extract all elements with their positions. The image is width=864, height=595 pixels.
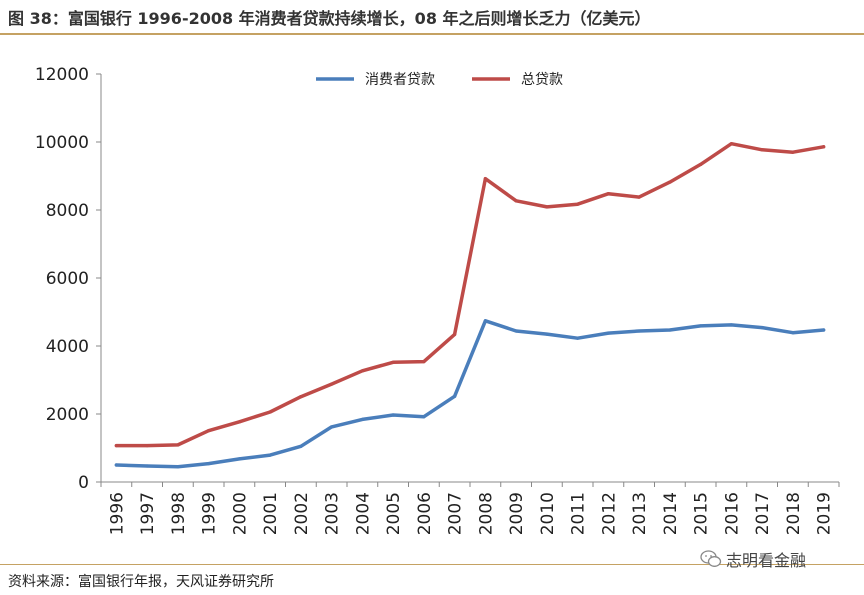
series-1-point <box>360 417 364 422</box>
x-tick-label: 2012 <box>599 492 619 535</box>
source-note: 资料来源：富国银行年报，天风证券研究所 <box>8 574 274 590</box>
series-2-point <box>791 150 795 154</box>
series-1-point <box>114 463 118 467</box>
series-2-point <box>514 199 518 203</box>
x-tick-label: 2009 <box>507 492 527 535</box>
series-2-point <box>545 205 549 209</box>
x-tick-label: 2006 <box>415 492 435 535</box>
x-tick-label: 2018 <box>784 492 804 535</box>
x-tick-label: 1999 <box>200 492 220 535</box>
series-1-point <box>791 331 795 335</box>
series-1-point <box>422 415 426 419</box>
series-2-point <box>483 177 487 181</box>
series-2-point <box>576 202 580 206</box>
line-chart: 0 2000 4000 6000 8000 10000 12000 1996 1997 1998… <box>35 65 840 535</box>
series-line-2 <box>114 141 826 448</box>
series-2-point <box>699 162 703 167</box>
series-2-point <box>760 148 764 152</box>
x-tick-label: 2014 <box>661 492 681 535</box>
x-tick-label: 1996 <box>107 492 127 535</box>
series-2-point <box>330 382 334 386</box>
series-1-point <box>237 457 241 461</box>
series-1-point <box>699 324 703 328</box>
x-tick-label: 2010 <box>538 492 558 535</box>
series-1-point <box>176 465 180 469</box>
series-line-1 <box>114 319 826 469</box>
series-2-point <box>176 443 180 447</box>
legend-label-2: 总贷款 <box>521 72 563 88</box>
series-1-point <box>299 444 303 448</box>
wechat-icon <box>700 550 722 567</box>
x-tick-label: 2007 <box>446 492 466 535</box>
y-tick-label: 6000 <box>46 269 89 289</box>
x-tick-label: 2015 <box>692 492 712 535</box>
watermark-text: 志明看金融 <box>726 551 807 570</box>
x-tick-label: 2003 <box>323 492 343 535</box>
y-tick-label: 0 <box>78 473 89 493</box>
y-tick-label: 12000 <box>35 65 89 85</box>
title-rule <box>0 33 864 35</box>
y-tick-label: 4000 <box>46 337 89 357</box>
y-tick-label: 8000 <box>46 201 89 221</box>
x-tick-label: 2005 <box>384 492 404 535</box>
series-2-point <box>391 360 395 364</box>
series-1-point <box>453 394 457 398</box>
watermark: 志明看金融 <box>700 548 806 570</box>
series-1-point <box>668 328 672 332</box>
x-tick-label: 2002 <box>292 492 312 535</box>
y-tick-label: 2000 <box>46 405 89 425</box>
series-1-point <box>822 328 826 332</box>
series-2-point <box>268 410 272 414</box>
series-1-point <box>514 329 518 333</box>
series-2-point <box>637 195 641 199</box>
series-1-point <box>268 453 272 457</box>
legend-label-1: 消费者贷款 <box>365 72 435 88</box>
legend: 消费者贷款 总贷款 <box>316 72 563 88</box>
series-2-point <box>422 360 426 364</box>
series-1-point <box>483 319 487 323</box>
x-tick-label: 2017 <box>753 492 773 535</box>
series-2-point <box>299 395 303 399</box>
figure-title: 图 38：富国银行 1996-2008 年消费者贷款持续增长，08 年之后则增长… <box>8 9 651 28</box>
x-tick-label: 2011 <box>569 492 589 535</box>
series-1-point <box>637 329 641 333</box>
series-2-point <box>822 145 826 149</box>
series-2-point <box>606 192 610 196</box>
y-ticks: 0 2000 4000 6000 8000 10000 12000 <box>35 65 101 493</box>
series-1-point <box>545 332 549 336</box>
series-1-point <box>729 323 733 327</box>
x-tick-label: 2008 <box>476 492 496 535</box>
x-tick-label: 2004 <box>353 492 373 535</box>
series-2-point <box>453 332 457 337</box>
x-tick-label: 2013 <box>630 492 650 535</box>
series-layer <box>114 141 826 469</box>
series-2-point <box>207 429 211 433</box>
series-1-point <box>760 326 764 330</box>
series-1-point <box>145 464 149 468</box>
series-2-point <box>668 180 672 184</box>
series-2-point <box>729 142 733 146</box>
series-2-point <box>360 369 364 373</box>
x-tick-label: 2000 <box>230 492 250 535</box>
series-1-point <box>606 331 610 335</box>
series-1-point <box>330 425 334 429</box>
series-2-point <box>114 444 118 448</box>
source-rule <box>0 564 864 565</box>
series-1-point <box>576 336 580 340</box>
x-ticks: 1996 1997 1998 1999 2000 2001 2002 2003 2004 2005… <box>100 482 840 535</box>
y-tick-label: 10000 <box>35 133 89 153</box>
x-tick-label: 1997 <box>138 492 158 535</box>
x-tick-label: 1998 <box>169 492 189 535</box>
x-tick-label: 2019 <box>815 492 835 535</box>
x-tick-label: 2001 <box>261 492 281 535</box>
series-2-point <box>145 444 149 448</box>
series-1-point <box>207 462 211 466</box>
series-2-point <box>237 420 241 424</box>
x-tick-label: 2016 <box>722 492 742 535</box>
series-1-point <box>391 413 395 417</box>
